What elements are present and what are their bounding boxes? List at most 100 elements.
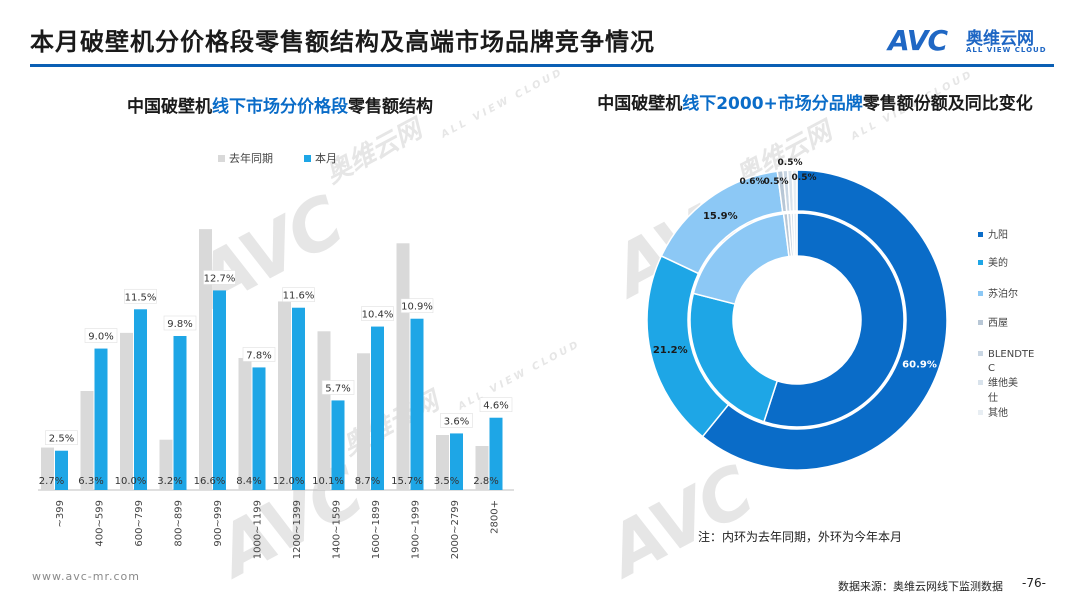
bar-this-month (55, 450, 68, 490)
bar-label-this-month: 11.6% (283, 291, 315, 302)
inner-ring-slice (782, 212, 793, 258)
legend-swatch (978, 380, 983, 385)
x-tick-label: 800~899 (173, 500, 184, 547)
x-tick-label: 1900~1999 (410, 500, 421, 559)
bar-this-month (173, 336, 187, 490)
legend-swatch (978, 291, 983, 296)
data-source: 数据来源：奥维云网线下监测数据 (838, 580, 1003, 593)
ring-note: 注：内环为去年同期，外环为今年本月 (698, 530, 903, 544)
logo-mark: AVC (888, 24, 948, 57)
legend-label: 西屋 (988, 317, 1008, 329)
outer-ring-slice (791, 169, 798, 212)
legend-label: BLENDTE (988, 349, 1034, 360)
legend-label-last-year: 去年同期 (229, 151, 273, 165)
footer-url: www.avc-mr.com (32, 570, 140, 583)
bar-label-box (361, 306, 394, 321)
watermark-logo: 奥维云网 ALL VIEW CLOUD (337, 338, 583, 462)
legend-label: 仕 (988, 391, 998, 404)
bar-label-box (282, 287, 315, 303)
legend-label: C (988, 363, 995, 374)
slice-label: 60.9% (902, 359, 937, 370)
bar-chart-title-post: 零售额结构 (348, 97, 433, 117)
bar-label-box (45, 430, 78, 446)
legend-label: 维他美 (988, 376, 1018, 389)
inner-ring-slice (689, 292, 779, 423)
watermark-logo: AVC (595, 450, 766, 593)
bar-label-last-year: 6.3% (78, 476, 103, 487)
x-tick-label: 2000~2799 (450, 500, 461, 559)
logo-english: ALL VIEW CLOUD (966, 46, 1047, 54)
bar-label-last-year: 8.4% (236, 476, 261, 487)
donut-chart-title-pre: 中国破壁机 (597, 94, 683, 114)
bar-this-month (134, 309, 147, 490)
bar-label-box (84, 328, 118, 343)
bar-this-month (94, 348, 108, 490)
bar-label-last-year: 3.5% (434, 476, 459, 487)
legend-label: 其他 (988, 406, 1008, 419)
slice-label-small: 0.5% (792, 173, 817, 183)
bar-label-this-month: 9.0% (88, 332, 113, 343)
bar-chart-title-highlight: 线下市场分价格段 (212, 97, 348, 117)
bar-label-last-year: 16.6% (194, 476, 226, 487)
bar-last-year (396, 243, 410, 490)
avc-logo: AVC 奥维云网 ALL VIEW CLOUD (888, 24, 1058, 60)
donut-chart-title: 中国破壁机线下2000+市场分品牌零售额份额及同比变化 (590, 92, 1040, 117)
bar-label-box (400, 298, 434, 314)
legend-swatch-this-month (304, 155, 311, 162)
inner-ring-slice (762, 212, 905, 428)
legend-swatch-last-year (218, 155, 225, 162)
page-title: 本月破壁机分价格段零售额结构及高端市场品牌竞争情况 (30, 28, 655, 56)
bar-label-this-month: 11.5% (125, 292, 157, 303)
bar-last-year (80, 391, 94, 490)
legend-swatch (978, 410, 983, 415)
bar-last-year (120, 332, 133, 490)
bar-last-year (238, 358, 252, 490)
bar-last-year (436, 435, 449, 490)
bar-label-last-year: 10.0% (115, 476, 147, 487)
bar-label-this-month: 7.8% (246, 350, 271, 361)
bar-last-year (278, 301, 291, 490)
logo-chinese: 奥维云网 (966, 29, 1034, 49)
watermark-logo: AVC (185, 180, 356, 323)
bar-label-last-year: 2.8% (473, 476, 498, 487)
legend-swatch (978, 351, 983, 356)
bar-this-month (489, 417, 503, 490)
bar-chart-title-pre: 中国破壁机 (127, 97, 212, 117)
legend-swatch (978, 260, 983, 265)
bar-this-month (292, 307, 305, 490)
legend-swatch (978, 320, 983, 325)
bar-label-this-month: 10.9% (401, 302, 433, 313)
watermark-logo: 奥维云网 ALL VIEW CLOUD (320, 66, 566, 190)
bar-chart-title: 中国破壁机线下市场分价格段零售额结构 (60, 92, 500, 117)
x-tick-label: 600~799 (134, 500, 145, 547)
legend-label: 九阳 (988, 229, 1008, 241)
legend-label: 美的 (988, 256, 1008, 269)
inner-ring-slice (790, 212, 796, 257)
donut-chart-title-post: 零售额份额及同比变化 (862, 94, 1033, 114)
slice-label: 21.2% (653, 345, 688, 356)
bar-label-this-month: 9.8% (167, 319, 192, 330)
x-tick-label: 2800+ (489, 500, 500, 534)
inner-ring-slice (792, 212, 798, 257)
bar-label-this-month: 2.5% (49, 434, 74, 445)
bar-label-this-month: 4.6% (483, 401, 508, 412)
bar-last-year (475, 446, 489, 490)
bar-label-this-month: 5.7% (325, 383, 350, 394)
bar-this-month (252, 367, 266, 490)
legend-swatch (978, 232, 983, 237)
bar-label-last-year: 2.7% (39, 476, 64, 487)
bar-label-this-month: 10.4% (362, 310, 394, 321)
bar-label-box (124, 288, 157, 304)
x-tick-label: ~399 (55, 500, 66, 527)
page-number: -76- (1022, 576, 1046, 590)
bar-label-last-year: 15.7% (391, 476, 423, 487)
bar-label-last-year: 8.7% (355, 476, 380, 487)
legend-label: 苏泊尔 (988, 287, 1018, 300)
bar-this-month (450, 433, 463, 490)
bar-label-last-year: 3.2% (157, 476, 182, 487)
x-tick-label: 1600~1899 (371, 500, 382, 559)
donut-chart-title-highlight: 线下2000+市场分品牌 (682, 94, 863, 114)
x-tick-label: 400~599 (94, 500, 105, 547)
bar-label-box (321, 380, 355, 395)
inner-ring-slice (786, 212, 795, 258)
